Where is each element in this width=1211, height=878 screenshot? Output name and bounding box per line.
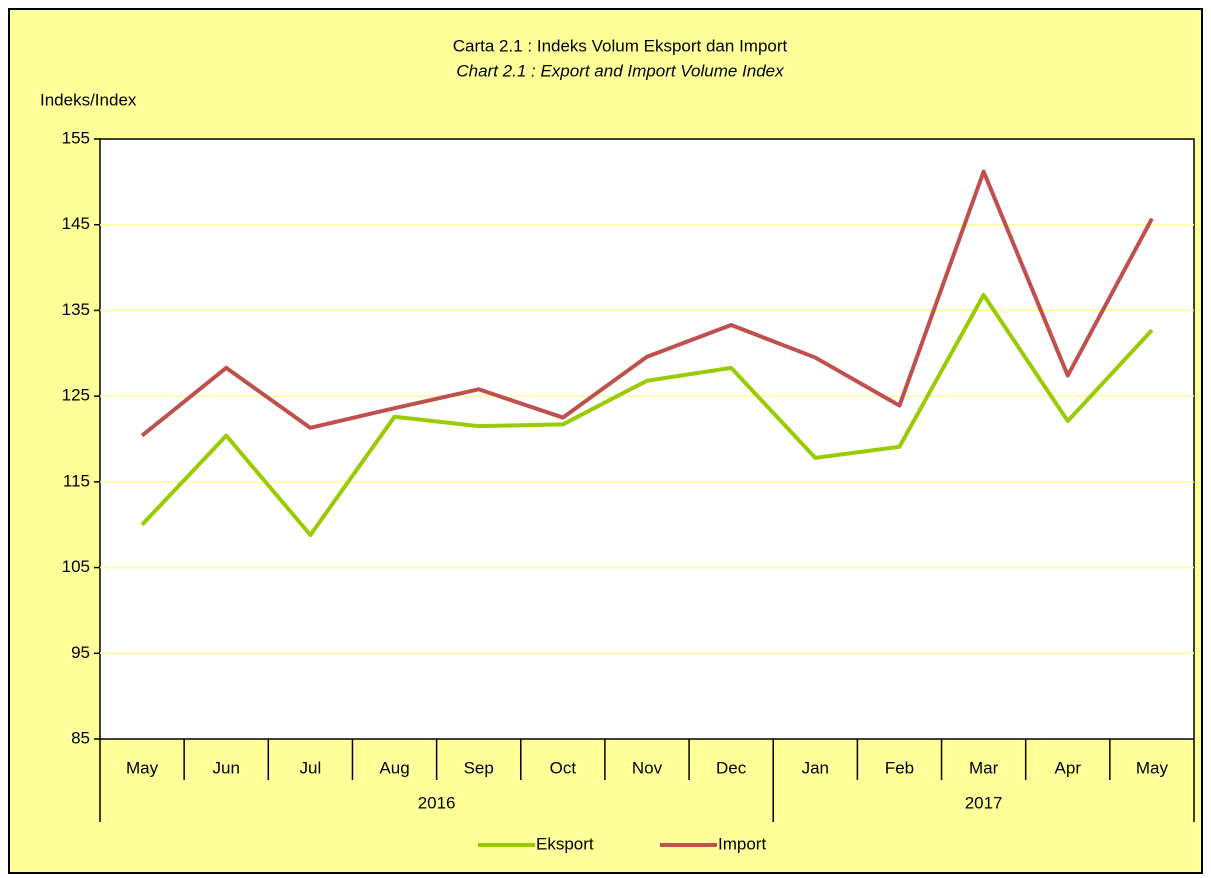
x-tick-label: Dec	[716, 758, 747, 777]
x-tick-label: Jun	[213, 758, 240, 777]
y-tick-label: 135	[62, 300, 90, 319]
y-tick-label: 105	[62, 557, 90, 576]
legend-label: Eksport	[536, 834, 594, 853]
y-tick-label: 115	[63, 471, 90, 490]
x-group-label: 2017	[965, 793, 1003, 812]
x-tick-label: Jan	[802, 758, 829, 777]
x-tick-label: Nov	[632, 758, 663, 777]
x-tick-label: Aug	[379, 758, 409, 777]
x-tick-label: May	[1136, 758, 1169, 777]
x-tick-label: Mar	[969, 758, 999, 777]
x-tick-label: Jul	[300, 758, 322, 777]
chart-title: Carta 2.1 : Indeks Volum Eksport dan Imp…	[453, 36, 788, 55]
series-line	[140, 293, 1154, 537]
x-tick-label: Apr	[1055, 758, 1082, 777]
x-tick-label: Feb	[885, 758, 914, 777]
x-tick-label: Sep	[464, 758, 494, 777]
y-tick-label: 145	[62, 214, 90, 233]
x-group-label: 2016	[418, 793, 456, 812]
y-tick-label: 155	[62, 128, 90, 147]
x-tick-label: May	[126, 758, 159, 777]
plot-area	[99, 138, 1195, 740]
y-tick-label: 95	[71, 643, 90, 662]
series-line	[140, 169, 1154, 438]
y-tick-label: 125	[62, 386, 90, 405]
y-axis-label: Indeks/Index	[40, 90, 137, 109]
y-tick-label: 85	[71, 728, 90, 747]
legend-label: Import	[718, 834, 766, 853]
x-tick-label: Oct	[550, 758, 577, 777]
chart-subtitle: Chart 2.1 : Export and Import Volume Ind…	[456, 61, 784, 80]
